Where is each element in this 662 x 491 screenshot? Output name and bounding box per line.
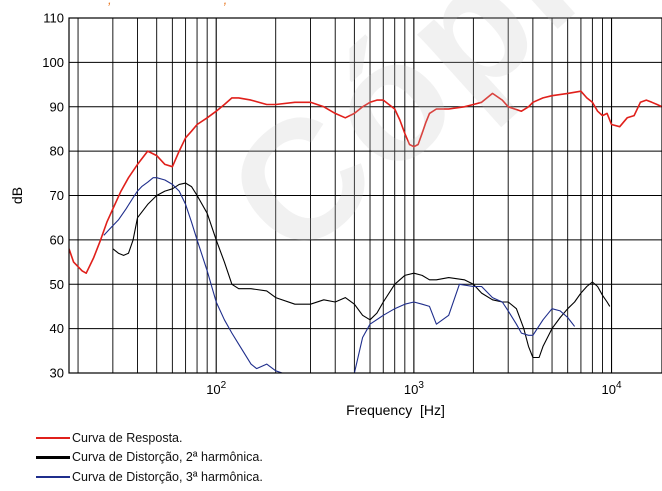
plot-frame [68,17,662,374]
x-tick-100: 102 [206,380,226,397]
series-line-1 [112,182,611,359]
series-line-0 [69,90,662,275]
series-layer [69,90,662,373]
frequency-response-chart: 30 40 50 60 70 80 90 100 110 102 103 104 dB Freque… [9,11,662,418]
legend-swatch-response [36,436,70,439]
y-tick-90: 90 [50,99,64,114]
y-tick-60: 60 [50,232,64,247]
y-tick-110: 110 [43,11,64,26]
y-tick-80: 80 [50,144,64,159]
legend-item-3rd-harmonic: Curva de Distorção, 3ª harmônica. [36,467,263,487]
y-tick-30: 30 [50,366,64,381]
series-line-2 [103,177,576,373]
y-axis-label: dB [9,187,25,204]
y-tick-100: 100 [42,55,64,70]
x-tick-1000: 103 [404,380,424,397]
legend-label-2nd-harmonic: Curva de Distorção, 2ª harmônica. [72,450,263,465]
legend-label-3rd-harmonic: Curva de Distorção, 3ª harmônica. [72,469,263,484]
legend-swatch-3rd-harmonic [36,475,70,478]
grid-major-lines [69,17,662,374]
legend-swatch-2nd-harmonic [36,456,70,459]
x-axis-label: Frequency [Hz] [346,402,445,418]
y-tick-70: 70 [50,188,64,203]
legend-label-response: Curva de Resposta. [72,430,183,445]
legend-item-response: Curva de Resposta. [36,428,263,448]
legend-item-2nd-harmonic: Curva de Distorção, 2ª harmônica. [36,448,263,468]
x-tick-10000: 104 [602,380,622,397]
legend: Curva de Resposta. Curva de Distorção, 2… [36,428,263,487]
y-tick-40: 40 [50,321,64,336]
y-tick-50: 50 [50,277,64,292]
cropped-title-strip: , , [90,0,227,7]
y-tick-labels: 30 40 50 60 70 80 90 100 110 [42,11,64,381]
x-tick-labels: 102 103 104 [206,380,622,397]
